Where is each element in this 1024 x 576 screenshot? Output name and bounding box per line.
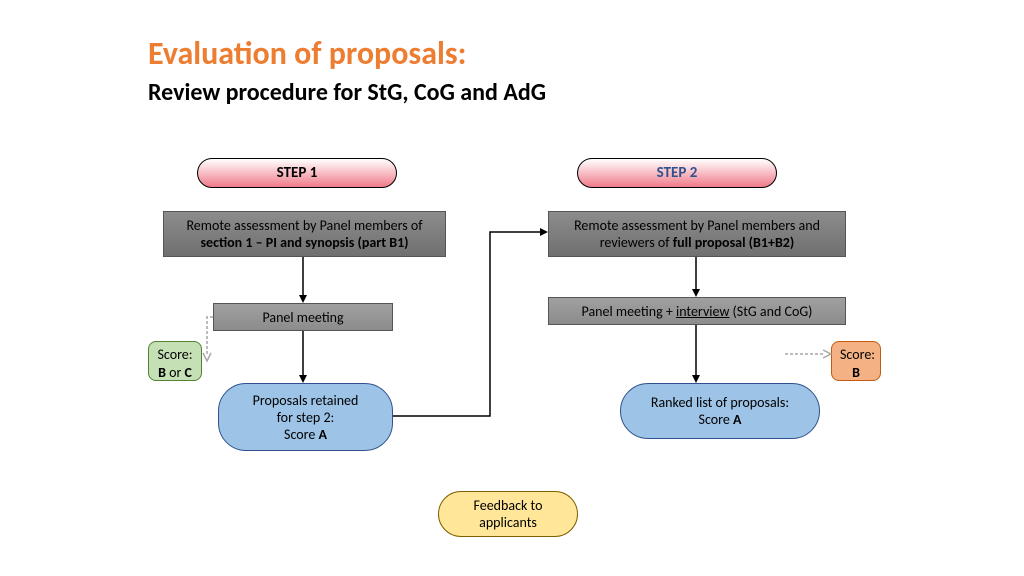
step1-pill: STEP 1: [197, 158, 397, 188]
step2-box1-line2: reviewers of full proposal (B1+B2): [600, 234, 795, 251]
step2-remote-assessment-box: Remote assessment by Panel members and r…: [548, 211, 846, 257]
page-title: Evaluation of proposals:: [148, 34, 466, 73]
step2-result-line1: Ranked list of proposals:: [651, 394, 789, 411]
step2-result-line2: Score A: [699, 411, 742, 428]
step1-score-line2: B or C: [157, 364, 193, 382]
step1-box1-line1: Remote assessment by Panel members of: [186, 217, 422, 234]
step2-box2-text: Panel meeting + interview (StG and CoG): [582, 303, 813, 320]
step1-result-box: Proposals retained for step 2: Score A: [218, 383, 393, 451]
step1-result-line1: Proposals retained: [253, 392, 359, 409]
step2-panel-meeting-box: Panel meeting + interview (StG and CoG): [548, 297, 846, 325]
step1-pill-label: STEP 1: [277, 164, 318, 182]
step2-pill: STEP 2: [577, 158, 777, 188]
step1-box2-text: Panel meeting: [262, 309, 343, 326]
step2-score-box: Score: B: [831, 341, 881, 381]
step2-pill-label: STEP 2: [657, 164, 698, 182]
step1-result-line3: Score A: [284, 426, 327, 443]
step1-remote-assessment-box: Remote assessment by Panel members of se…: [163, 211, 446, 257]
step2-result-box: Ranked list of proposals: Score A: [620, 383, 820, 439]
step2-box1-line1: Remote assessment by Panel members and: [574, 217, 820, 234]
step1-panel-meeting-box: Panel meeting: [213, 303, 393, 331]
feedback-box: Feedback to applicants: [438, 491, 578, 537]
feedback-line1: Feedback to: [474, 497, 543, 514]
step1-result-line2: for step 2:: [277, 409, 335, 426]
step2-score-line2: B: [840, 364, 872, 382]
feedback-line2: applicants: [479, 514, 537, 531]
step1-score-box: Score: B or C: [148, 341, 202, 381]
step2-score-line1: Score:: [840, 346, 872, 364]
step1-score-line1: Score:: [157, 346, 193, 364]
page-subtitle: Review procedure for StG, CoG and AdG: [148, 78, 546, 107]
step1-box1-line2: section 1 – PI and synopsis (part B1): [200, 234, 408, 251]
